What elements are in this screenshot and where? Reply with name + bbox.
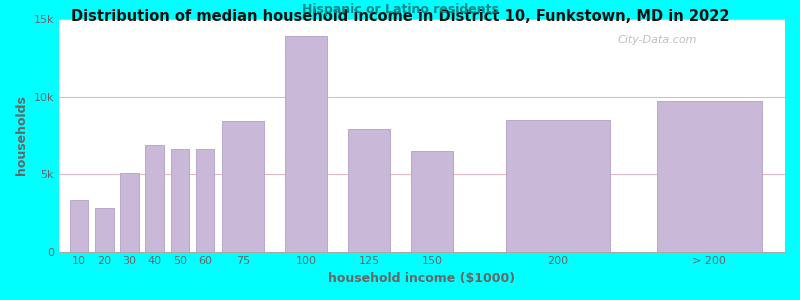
Text: Distribution of median household income in District 10, Funkstown, MD in 2022: Distribution of median household income …: [70, 9, 730, 24]
Bar: [146, 145, 164, 252]
Bar: [411, 151, 453, 252]
Bar: [170, 149, 190, 252]
X-axis label: household income ($1000): household income ($1000): [328, 272, 515, 285]
Bar: [348, 129, 390, 252]
Bar: [95, 208, 114, 252]
Bar: [285, 36, 327, 252]
Bar: [222, 121, 264, 252]
Bar: [120, 172, 138, 252]
Text: Hispanic or Latino residents: Hispanic or Latino residents: [302, 3, 498, 16]
Text: City-Data.com: City-Data.com: [618, 35, 698, 45]
Bar: [196, 149, 214, 252]
Bar: [506, 120, 610, 252]
Bar: [70, 200, 88, 252]
Bar: [657, 101, 762, 252]
Y-axis label: households: households: [15, 95, 28, 175]
